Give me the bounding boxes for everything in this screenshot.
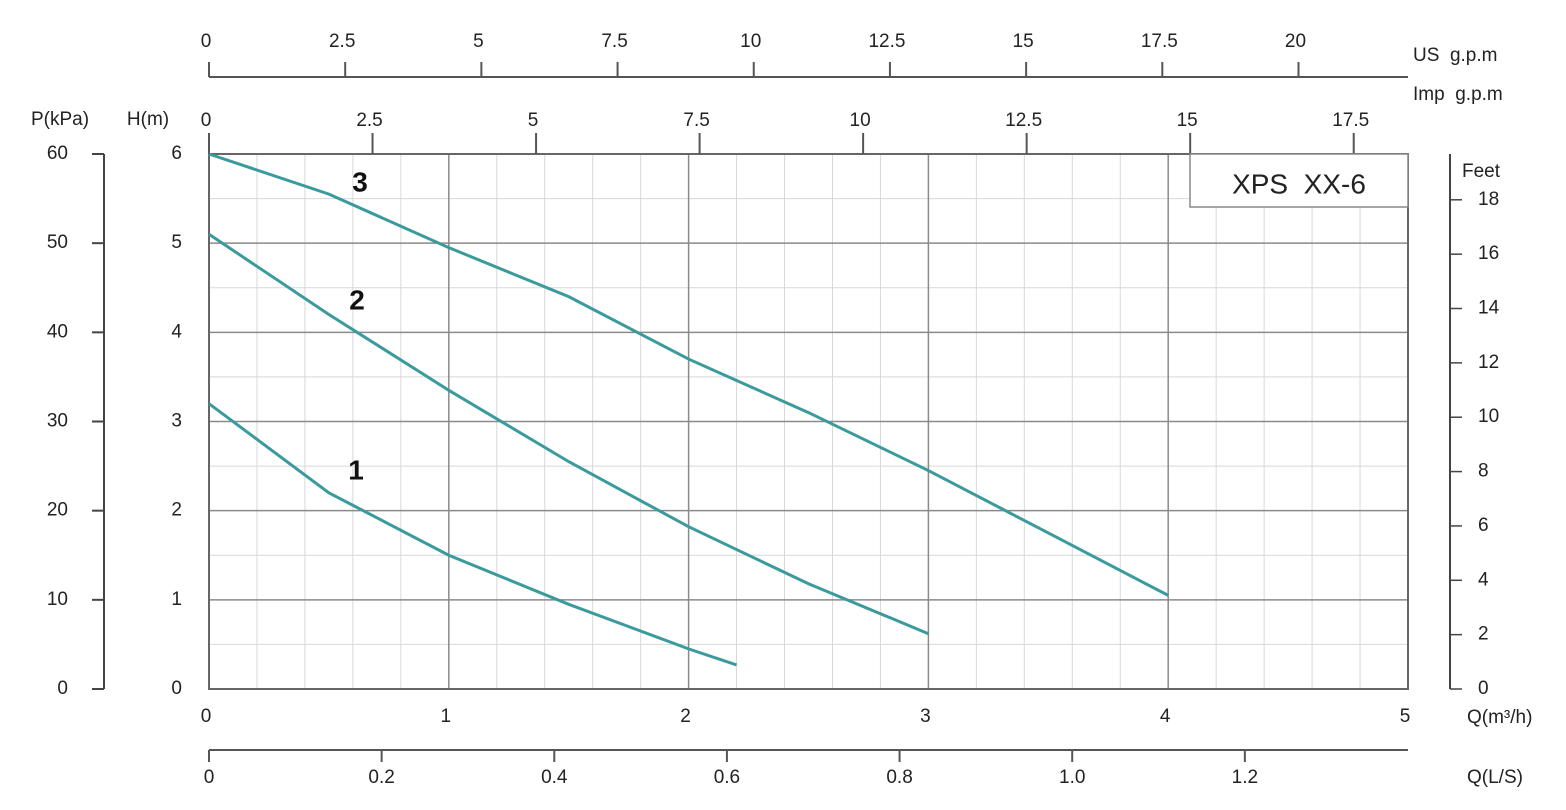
- x-tick-label: 0: [201, 706, 212, 727]
- imp-gpm-tick-label: 17.5: [1332, 110, 1369, 131]
- feet-tick-label: 2: [1478, 624, 1489, 645]
- us-gpm-tick-label: 0: [201, 31, 212, 52]
- imp-gpm-tick-label: 12.5: [1005, 110, 1042, 131]
- x-tick-label: 3: [920, 706, 931, 727]
- p-tick-label: 20: [47, 500, 68, 521]
- ls-tick-label: 0.8: [886, 767, 912, 788]
- us-gpm-tick-label: 5: [473, 31, 484, 52]
- us-gpm-tick-label: 17.5: [1141, 31, 1178, 52]
- y-tick-label: 4: [171, 321, 182, 342]
- pump-curve: [208, 402, 738, 667]
- p-tick-label: 40: [47, 321, 68, 342]
- us-gpm-tick-label: 2.5: [329, 31, 355, 52]
- us-gpm-tick-label: 12.5: [868, 31, 905, 52]
- imp-gpm-tick-label: 15: [1177, 110, 1198, 131]
- imp-gpm-tick-label: 0: [201, 110, 212, 131]
- imp-gpm-tick-label: 2.5: [356, 110, 382, 131]
- series-label: 2: [349, 284, 365, 315]
- imp-gpm-axis-title: Imp g.p.m: [1413, 84, 1503, 105]
- y-tick-label: 0: [171, 678, 182, 699]
- p-tick-label: 30: [47, 411, 68, 432]
- x-tick-label: 1: [441, 706, 452, 727]
- ls-tick-label: 0: [204, 767, 215, 788]
- feet-tick-label: 16: [1478, 243, 1499, 264]
- y-tick-label: 5: [171, 232, 182, 253]
- p-tick-label: 60: [47, 143, 68, 164]
- pump-curve: [208, 152, 1169, 597]
- us-gpm-tick-label: 15: [1013, 31, 1034, 52]
- pump-curve: [208, 233, 929, 636]
- feet-tick-label: 0: [1478, 678, 1489, 699]
- model-label: XPS XX-6: [1232, 168, 1366, 199]
- p-tick-label: 50: [47, 232, 68, 253]
- p-tick-label: 10: [47, 589, 68, 610]
- x-tick-label: 2: [680, 706, 691, 727]
- y-tick-label: 3: [171, 411, 182, 432]
- model-box: [1189, 153, 1409, 208]
- feet-tick-label: 18: [1478, 189, 1499, 210]
- ls-tick-label: 1.0: [1059, 767, 1085, 788]
- p-tick-label: 0: [57, 678, 68, 699]
- x-tick-label: 5: [1400, 706, 1411, 727]
- feet-tick-label: 12: [1478, 352, 1499, 373]
- imp-gpm-tick-label: 10: [850, 110, 871, 131]
- x-axis-title: Q(m³/h): [1467, 707, 1532, 728]
- p-axis-title: P(kPa): [31, 109, 89, 130]
- ls-tick-label: 1.2: [1232, 767, 1258, 788]
- feet-tick-label: 8: [1478, 461, 1489, 482]
- us-gpm-axis-title: US g.p.m: [1413, 45, 1497, 66]
- series-label: 1: [348, 454, 364, 485]
- series-label: 3: [352, 166, 368, 197]
- y-axis-title: H(m): [127, 109, 169, 130]
- y-tick-label: 1: [171, 589, 182, 610]
- feet-tick-label: 4: [1478, 569, 1489, 590]
- y-tick-label: 6: [171, 143, 182, 164]
- ls-tick-label: 0.2: [368, 767, 394, 788]
- feet-axis-title: Feet: [1462, 161, 1501, 182]
- us-gpm-tick-label: 20: [1285, 31, 1306, 52]
- ls-axis-title: Q(L/S): [1467, 767, 1523, 788]
- y-tick-label: 2: [171, 500, 182, 521]
- feet-tick-label: 10: [1478, 406, 1499, 427]
- us-gpm-tick-label: 10: [740, 31, 761, 52]
- plot-frame: [208, 153, 1409, 690]
- x-tick-label: 4: [1160, 706, 1171, 727]
- us-gpm-tick-label: 7.5: [601, 31, 627, 52]
- imp-gpm-tick-label: 7.5: [683, 110, 709, 131]
- feet-tick-label: 14: [1478, 298, 1500, 319]
- feet-tick-label: 6: [1478, 515, 1489, 536]
- ls-tick-label: 0.4: [541, 767, 568, 788]
- imp-gpm-tick-label: 5: [528, 110, 539, 131]
- ls-tick-label: 0.6: [714, 767, 740, 788]
